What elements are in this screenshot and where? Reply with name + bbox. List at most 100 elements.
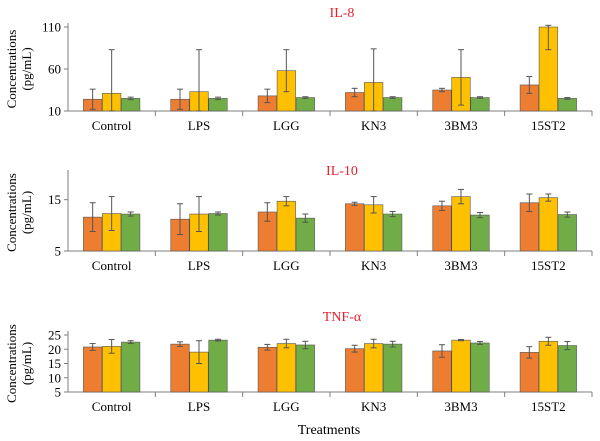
category-label: 15ST2: [531, 258, 566, 273]
error-bar: [283, 338, 290, 349]
category-label: LGG: [273, 399, 300, 414]
error-bar: [389, 340, 396, 348]
error-bar: [215, 338, 221, 342]
error-bar: [545, 24, 552, 51]
y-tick-label: 60: [48, 62, 61, 77]
error-bar: [264, 202, 271, 222]
error-bar: [439, 200, 445, 211]
bar: [383, 343, 403, 393]
bar: [470, 97, 490, 112]
chart-title: TNF-α: [323, 310, 362, 325]
bar: [295, 97, 315, 112]
error-bar: [127, 340, 134, 345]
error-bar: [477, 96, 483, 99]
bar: [208, 98, 228, 112]
bar: [170, 343, 190, 393]
bar: [451, 196, 471, 252]
bar: [538, 340, 558, 393]
error-bar: [215, 96, 221, 101]
category-label: KN3: [361, 118, 386, 133]
error-bar: [458, 339, 464, 342]
error-bar: [564, 341, 571, 351]
error-bar: [283, 196, 290, 207]
category-label: LGG: [273, 258, 300, 273]
bar: [83, 346, 103, 393]
error-bar: [89, 343, 96, 351]
chart-panel-0: IL-8 Concentrations(pg/mL) 10 60 110 Control L…: [4, 6, 593, 133]
error-bar: [177, 203, 183, 236]
error-bar: [477, 212, 483, 219]
y-tick-label: 15: [48, 192, 61, 207]
error-bar: [370, 196, 377, 214]
error-bar: [526, 76, 533, 94]
y-tick-label: 10: [48, 104, 61, 119]
y-tick-label: 5: [55, 244, 62, 259]
error-bar: [196, 196, 202, 232]
bar: [383, 97, 403, 112]
error-bar: [564, 97, 571, 100]
chart-panel-1: IL-10 Concentrations(pg/mL) 5 15 Control LPS L…: [4, 164, 593, 273]
error-bar: [370, 48, 377, 112]
category-label: 3BM3: [444, 399, 477, 414]
error-bar: [526, 193, 533, 212]
y-tick-label: 110: [42, 20, 61, 35]
error-bar: [564, 211, 571, 218]
category-label: Control: [92, 258, 132, 273]
chart-title: IL-10: [326, 164, 358, 179]
x-axis-title: Treatments: [298, 423, 360, 438]
bar: [451, 339, 471, 393]
category-label: 15ST2: [531, 399, 566, 414]
category-label: LPS: [188, 258, 210, 273]
error-bar: [351, 87, 358, 98]
bar: [208, 339, 228, 393]
category-label: LPS: [188, 399, 210, 414]
bar: [208, 213, 228, 252]
error-bar: [108, 49, 115, 112]
error-bar: [302, 340, 309, 350]
error-bar: [196, 340, 202, 364]
error-bar: [177, 88, 183, 110]
error-bar: [351, 201, 358, 206]
error-bar: [196, 49, 202, 112]
bar: [121, 213, 141, 252]
error-bar: [439, 344, 445, 358]
error-bar: [89, 88, 96, 110]
bar: [538, 197, 558, 252]
bar: [364, 343, 384, 393]
category-label: Control: [92, 118, 132, 133]
bar: [557, 98, 577, 112]
y-axis-label: Concentrations(pg/mL): [4, 324, 34, 403]
bar: [295, 344, 315, 393]
category-label: LGG: [273, 118, 300, 133]
error-bar: [108, 339, 115, 354]
chart-title: IL-8: [330, 6, 355, 21]
y-axis-label: Concentrations(pg/mL): [4, 173, 34, 252]
y-tick-label: 20: [48, 342, 61, 357]
y-tick-label: 25: [48, 328, 61, 343]
error-bar: [545, 193, 552, 202]
error-bar: [526, 346, 533, 359]
error-bar: [127, 211, 134, 217]
category-label: 15ST2: [531, 118, 566, 133]
error-bar: [477, 341, 483, 345]
error-bar: [108, 196, 115, 231]
y-tick-label: 15: [48, 356, 61, 371]
bar: [345, 203, 365, 252]
y-tick-label: 5: [55, 385, 62, 400]
category-label: 3BM3: [444, 258, 477, 273]
bar: [383, 213, 403, 252]
bar: [295, 217, 315, 252]
error-bar: [545, 336, 552, 346]
error-bar: [389, 96, 396, 99]
error-bar: [351, 344, 358, 353]
bar: [257, 346, 277, 393]
error-bar: [302, 213, 309, 223]
error-bar: [439, 87, 445, 93]
category-label: 3BM3: [444, 118, 477, 133]
category-label: LPS: [188, 118, 210, 133]
bar: [557, 214, 577, 252]
error-bar: [370, 338, 377, 349]
error-bar: [264, 88, 271, 104]
y-tick-label: 10: [48, 370, 61, 385]
